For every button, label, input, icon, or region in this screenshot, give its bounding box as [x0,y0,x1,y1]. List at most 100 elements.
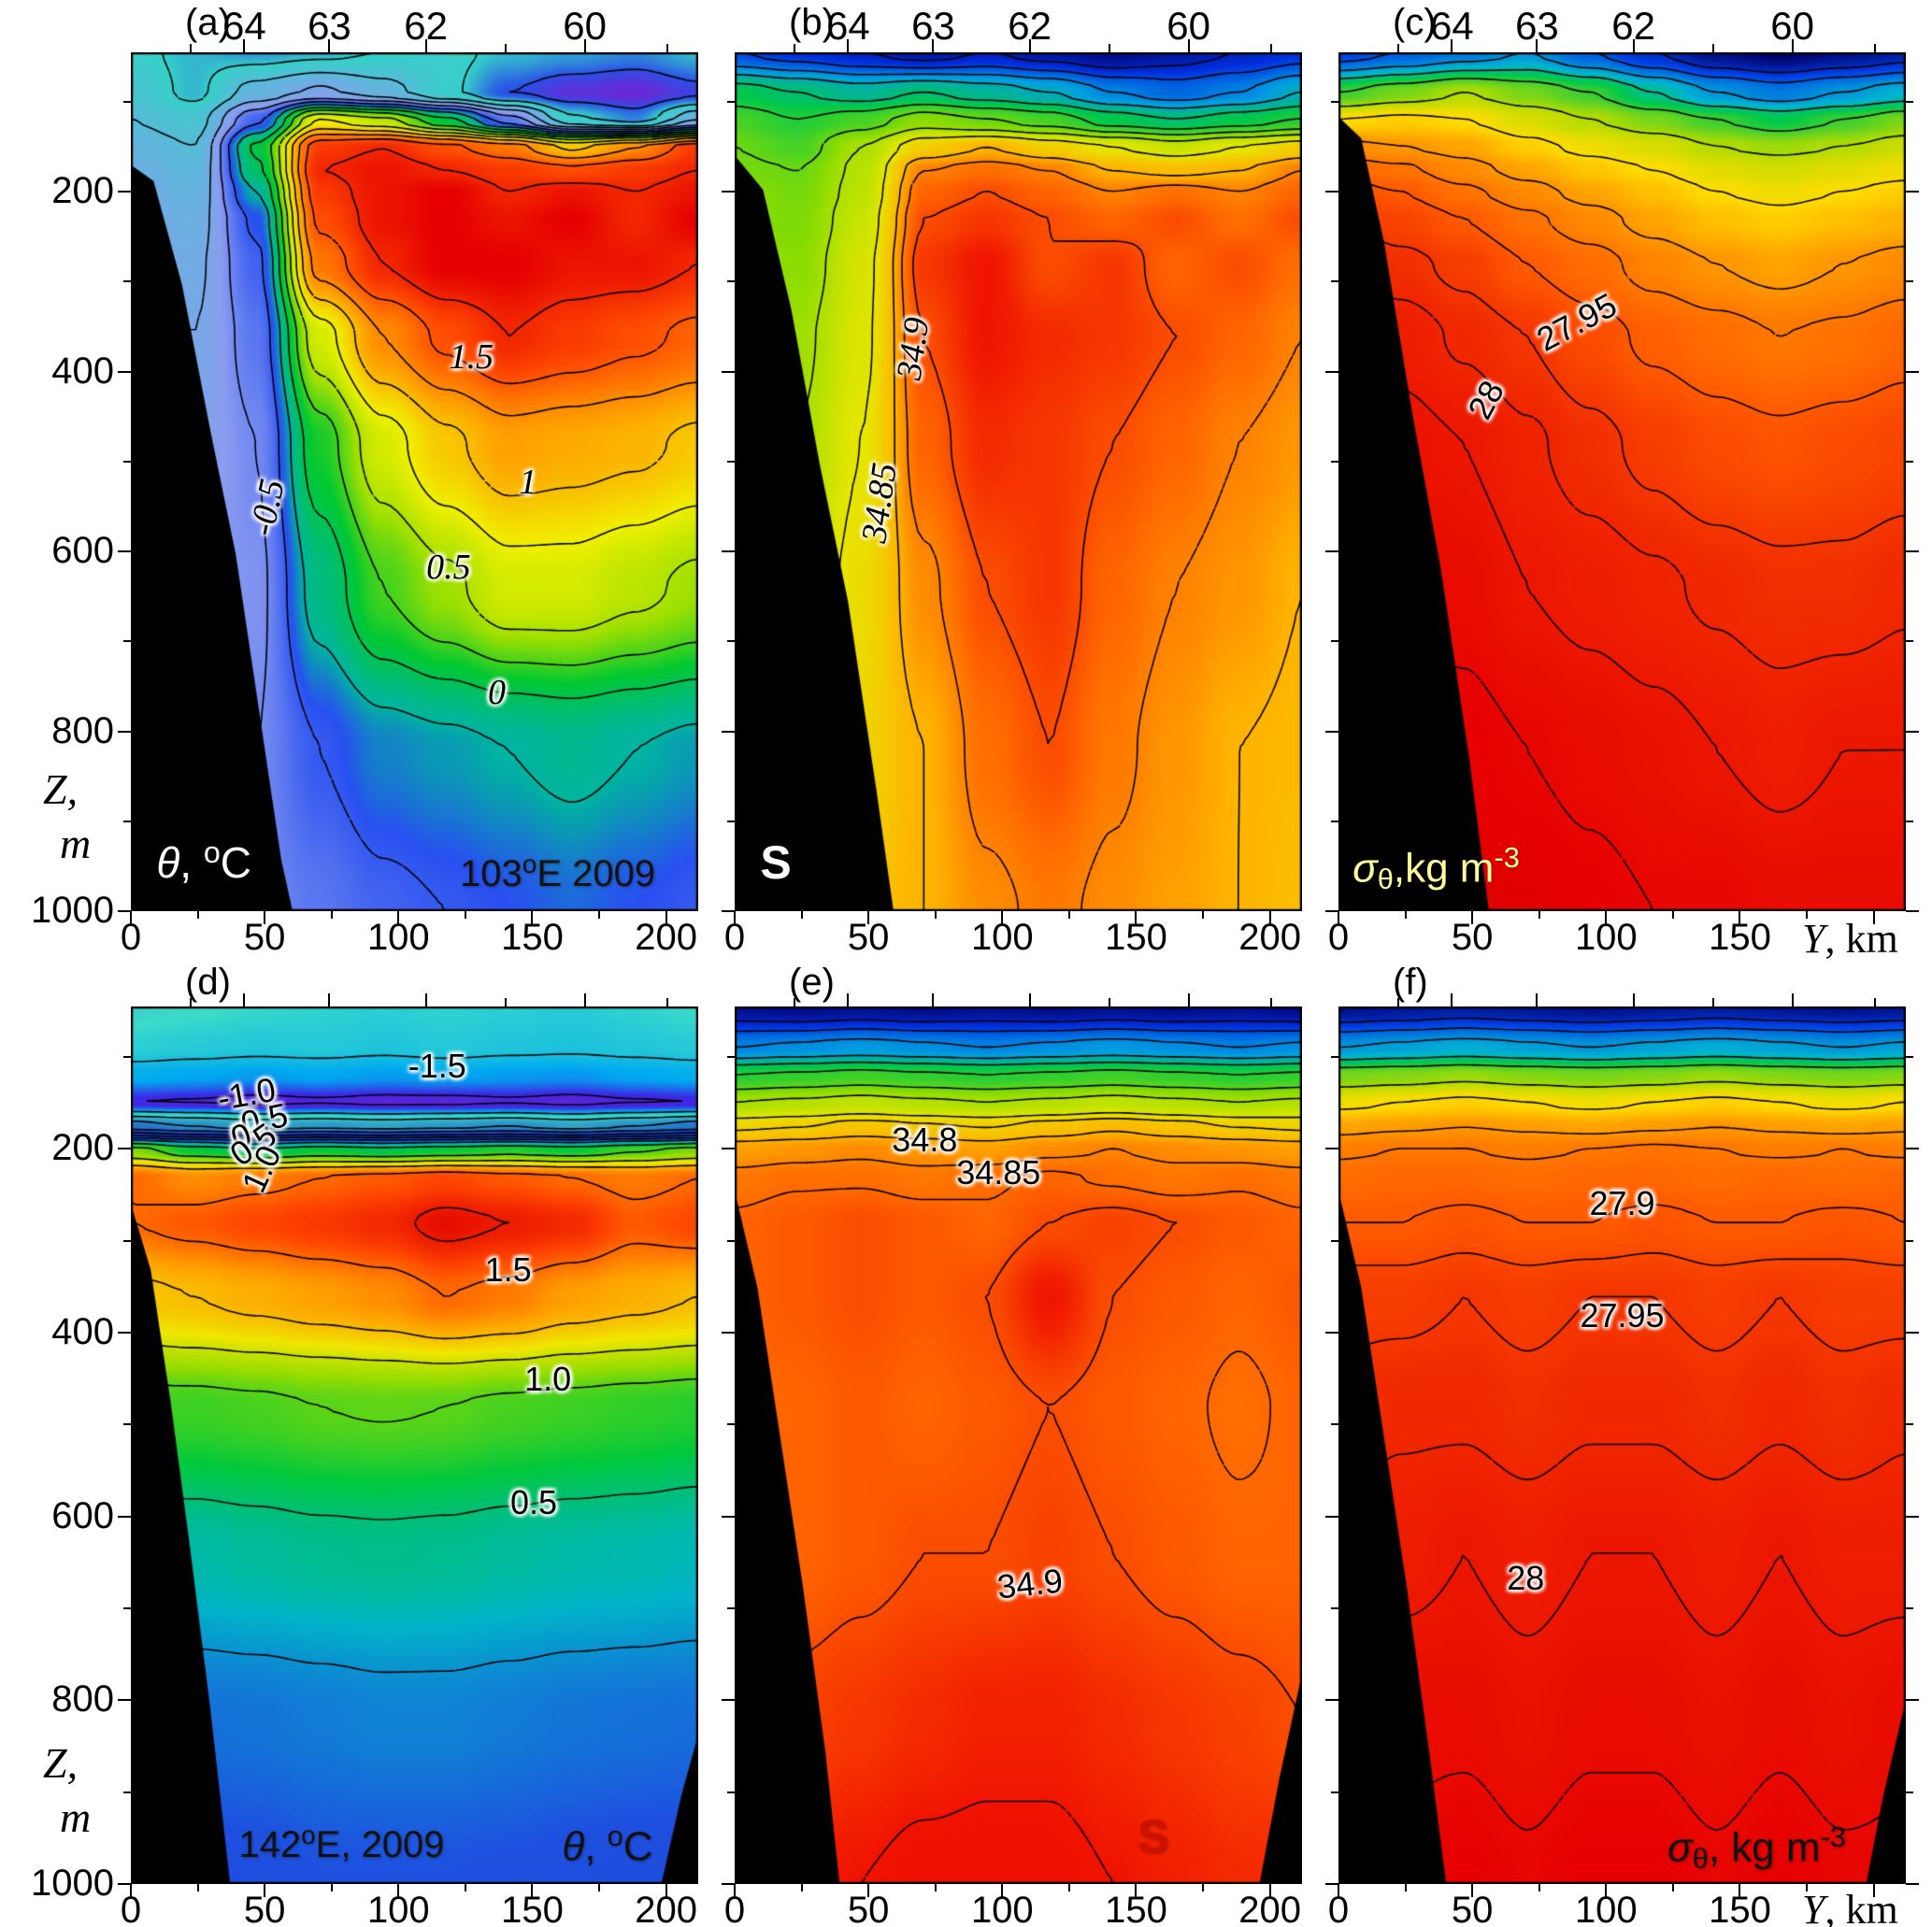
axis-tick [1331,100,1338,103]
panel-c-field-canvas [1338,52,1906,911]
x-tick-label: 100 [366,917,430,958]
axis-tick [722,1148,735,1150]
axis-tick [722,1883,735,1885]
axis-tick [583,993,586,1006]
axis-tick [722,550,735,553]
axis-tick [1325,1883,1338,1885]
axis-tick [1906,1239,1913,1242]
axis-tick [196,911,199,919]
axis-tick [1605,1884,1608,1897]
axis-tick [1906,820,1913,822]
panel-letter: (a) [185,2,231,43]
axis-tick [727,820,735,822]
y-axis-unit-label-row1: Y, km [1802,916,1898,962]
depth-tick-label: 800 [51,1678,114,1720]
panel-b: 34.9 34.85 S [722,39,1302,924]
axis-tick [1108,44,1110,52]
axis-tick [847,993,850,1006]
axis-tick [932,993,935,1006]
depth-tick-label: 1000 [31,1863,114,1904]
axis-tick [1325,550,1338,553]
axis-tick [800,911,803,919]
x-tick-label: 50 [847,917,890,958]
axis-tick [123,1423,131,1426]
axis-tick [722,910,735,912]
axis-tick [1806,911,1809,919]
axis-tick [727,640,735,643]
station-number: 62 [1611,4,1655,48]
axis-tick [1906,460,1913,463]
station-number: 63 [1515,4,1559,48]
axis-tick [847,39,850,52]
axis-tick [665,1884,667,1897]
x-tick-label: 50 [1451,917,1494,958]
axis-tick [1108,998,1110,1006]
axis-tick [1325,1332,1338,1335]
axis-tick [1906,550,1919,553]
axis-tick [1325,1148,1338,1150]
axis-tick [1632,39,1635,52]
axis-tick [424,993,427,1006]
x-tick-label: 150 [501,1890,564,1927]
axis-tick [1331,280,1338,283]
axis-tick [1536,993,1538,1006]
axis-tick [118,1883,131,1885]
panel-letter: (d) [185,962,231,1003]
axis-tick [1671,1884,1674,1891]
station-number: 64 [1430,4,1474,48]
x-tick-label: 0 [120,917,142,958]
x-tick-label: 0 [1327,917,1350,958]
depth-tick-label: 400 [51,350,114,392]
axis-tick [1269,44,1272,52]
axis-tick [1906,1883,1919,1885]
station-number: 64 [222,4,266,48]
axis-tick [665,998,668,1006]
axis-tick [1536,39,1538,52]
axis-tick [1325,191,1338,193]
axis-tick [189,998,192,1006]
x-tick-label: 150 [1709,1890,1771,1927]
axis-tick [1632,993,1635,1006]
axis-tick [1711,44,1714,52]
axis-tick [1906,640,1913,643]
axis-tick [867,911,870,924]
axis-tick [1001,1884,1004,1897]
axis-tick [1806,1884,1809,1891]
panel-b-field-canvas [735,52,1302,911]
axis-tick [1331,1239,1338,1242]
axis-tick [1538,911,1540,919]
x-tick-label: 150 [1105,917,1167,958]
axis-tick [328,39,331,52]
axis-tick [793,44,795,52]
axis-tick [1404,1884,1407,1891]
axis-tick [1338,1884,1339,1897]
axis-tick [1028,993,1031,1006]
axis-tick [1671,911,1674,919]
axis-tick [118,730,131,733]
x-tick-label: 200 [635,1890,698,1927]
axis-tick [123,1607,131,1610]
axis-tick [1906,1423,1913,1426]
panel-f: 27.9 27.95 28 σθ, kg m-3 [1325,993,1919,1897]
panel-letter: (f) [1393,962,1428,1003]
axis-tick [1906,1699,1919,1702]
axis-tick [1001,911,1004,924]
axis-tick [1906,280,1913,283]
axis-tick [397,1884,400,1897]
axis-tick [867,1884,870,1897]
panel-e-field-canvas [735,1006,1302,1884]
axis-tick [665,911,667,924]
axis-tick [727,1239,735,1242]
axis-tick [1331,1791,1338,1793]
z-axis-label-row2-line2: m [60,1793,92,1841]
x-tick-label: 100 [970,1890,1034,1927]
x-tick-label: 150 [501,917,564,958]
axis-tick [722,1515,735,1518]
y-axis-unit-label-row2: Y, km [1802,1887,1898,1927]
axis-tick [1872,1884,1875,1897]
panel-a-field-canvas [131,52,698,911]
axis-tick [1325,730,1338,733]
axis-tick [118,1699,131,1702]
x-tick-label: 150 [1709,917,1771,958]
x-tick-label: 50 [847,1890,890,1927]
